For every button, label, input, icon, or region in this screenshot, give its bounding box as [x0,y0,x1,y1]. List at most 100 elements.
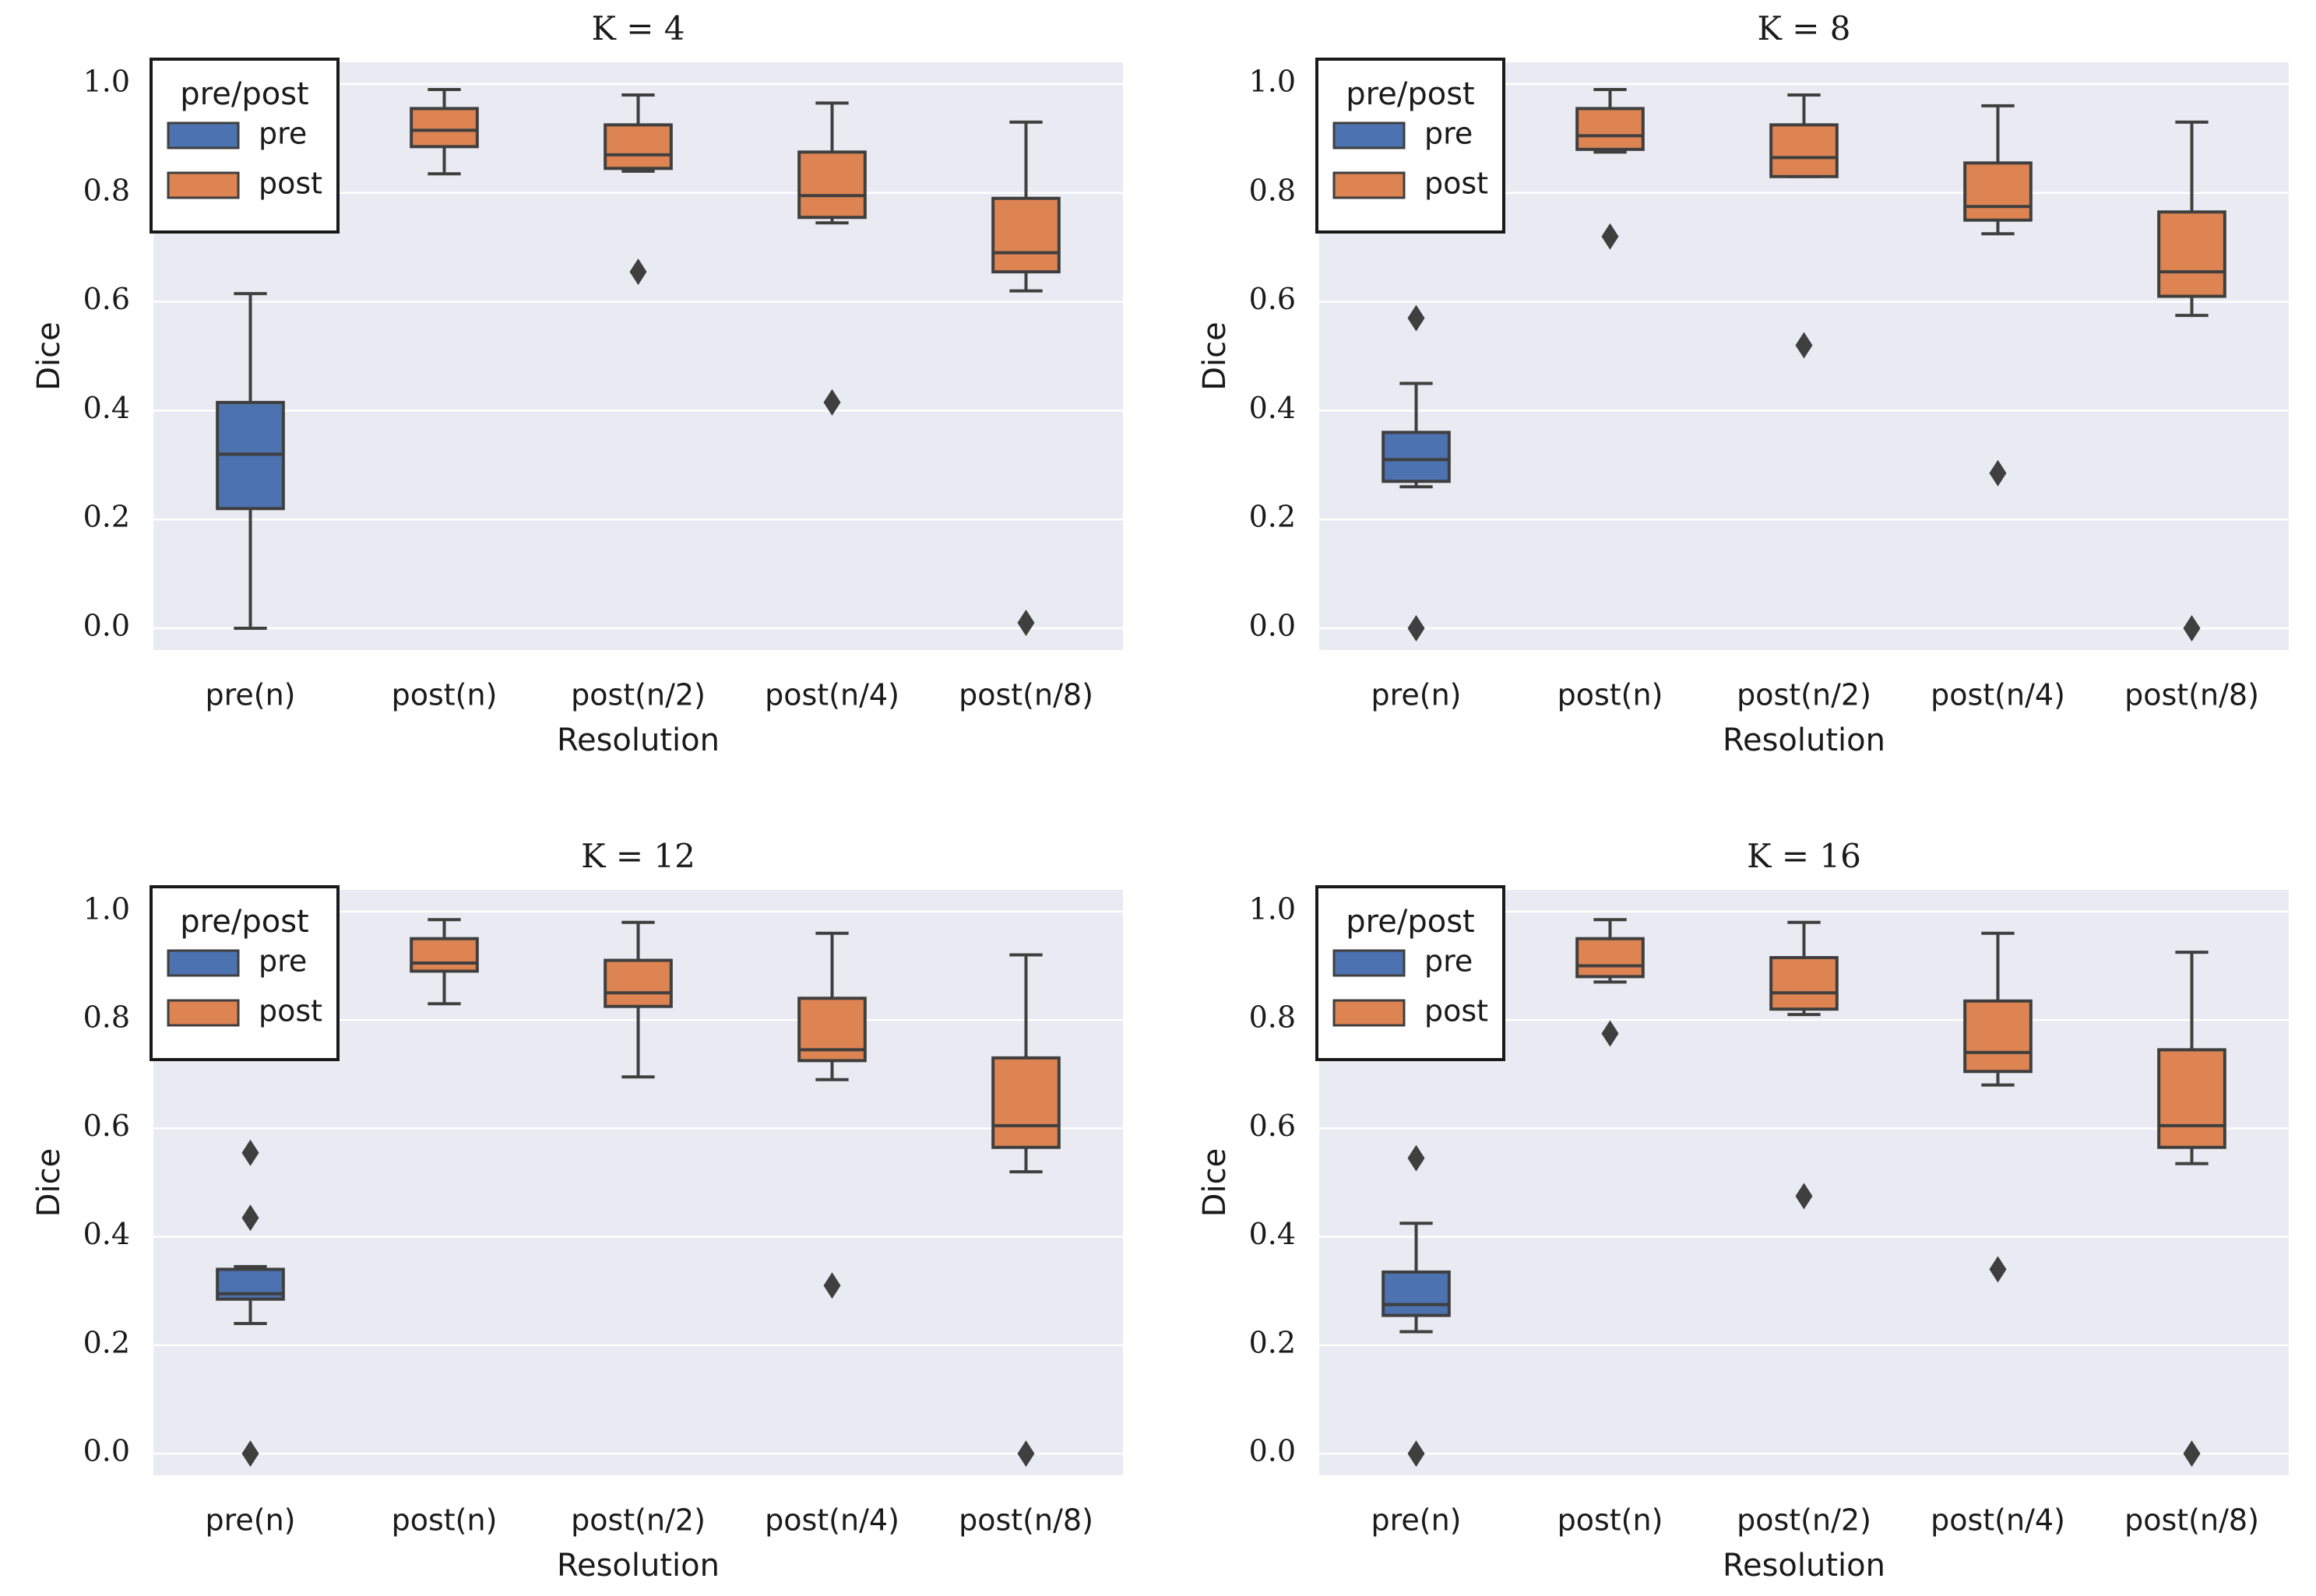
box-iqr [604,958,673,1008]
outlier-marker [2183,1440,2201,1468]
x-tick-label: post(n/4) [1931,1503,2065,1538]
box-iqr [1963,161,2033,222]
box-iqr [410,937,479,973]
box-3 [604,93,673,286]
box-2 [1575,87,1645,250]
x-tick-label: pre(n) [205,1503,295,1538]
outlier-marker [1601,1020,1619,1047]
box-5 [991,120,1061,637]
legend-title: pre/post [180,904,308,940]
x-tick-label: pre(n) [205,678,295,712]
legend-label-post: post [1424,994,1488,1028]
x-tick-label: post(n) [1557,678,1663,712]
legend-swatch-post [167,171,240,199]
box-4 [1963,104,2033,487]
outlier-marker [1795,1183,1813,1210]
y-axis-label: Dice [1197,1148,1233,1218]
panel-title: K = 4 [592,9,685,47]
legend-label-pre: pre [259,117,307,151]
legend: pre/post pre post [150,58,340,234]
box-3 [1769,920,1839,1210]
y-axis-label: Dice [1197,322,1233,391]
x-tick-label: post(n/2) [1737,678,1871,712]
box-iqr [604,123,673,170]
x-tick-label: post(n/4) [765,1503,899,1538]
legend-label-pre: pre [259,944,307,979]
chart-panel-1: 0.0 0.2 0.4 0.6 0.8 1.0 K = 4 Resolution Dice pre… [31,9,1123,758]
box-iqr [1382,1270,1451,1317]
box-iqr [1382,431,1451,483]
x-tick-label: post(n/8) [959,1503,1093,1538]
outlier-marker [241,1440,259,1468]
legend-swatch-pre [167,121,240,149]
outlier-marker [823,1272,841,1299]
y-tick-label: 0.0 [1249,609,1296,643]
y-tick-label: 0.2 [1249,1325,1296,1359]
y-tick-label: 0.8 [1249,1000,1296,1035]
box-4 [797,931,867,1299]
x-tick-label: post(n/2) [571,1503,706,1538]
outlier-marker [1989,1256,2007,1283]
outlier-marker [1017,1440,1035,1468]
box-iqr [1575,937,1645,979]
y-tick-label: 0.0 [83,609,130,643]
box-3 [1769,93,1839,359]
legend-swatch-post [1332,171,1406,199]
y-axis-label: Dice [31,1148,67,1218]
y-tick-label: 0.2 [1249,500,1296,534]
outlier-marker [1407,615,1425,642]
chart-panel-3: 0.0 0.2 0.4 0.6 0.8 1.0 K = 12 Resolution Dice pr… [31,837,1123,1584]
box-iqr [1575,107,1645,151]
box-2 [410,918,479,1006]
legend-title: pre/post [180,76,308,112]
outlier-marker [1989,459,2007,487]
box-1 [216,1139,285,1468]
outlier-marker [2183,615,2201,642]
legend: pre/post pre post [1315,58,1505,234]
box-iqr [1769,956,1839,1011]
legend-swatch-post [1332,999,1406,1027]
x-tick-label: post(n/2) [571,678,706,712]
y-tick-label: 0.6 [83,1109,130,1143]
y-axis-label: Dice [31,322,67,391]
box-iqr [1963,999,2033,1074]
x-tick-label: post(n) [392,1503,498,1538]
legend-label-pre: pre [1424,944,1473,979]
legend-label-post: post [1424,167,1488,201]
box-iqr [991,1056,1061,1149]
legend: pre/post pre post [1315,885,1505,1061]
y-tick-label: 0.4 [1249,1217,1296,1251]
y-tick-label: 0.2 [83,1325,130,1359]
box-3 [604,920,673,1079]
legend-swatch-pre [1332,949,1406,977]
x-tick-label: post(n/8) [2124,1503,2259,1538]
outlier-marker [241,1139,259,1166]
y-tick-label: 0.6 [1249,282,1296,316]
box-4 [797,101,867,416]
legend-title: pre/post [1346,904,1474,940]
y-tick-label: 0.0 [1249,1434,1296,1468]
box-4 [1963,931,2033,1283]
chart-panel-2: 0.0 0.2 0.4 0.6 0.8 1.0 K = 8 Resolution Dice pre… [1197,9,2289,758]
outlier-marker [1407,304,1425,332]
x-tick-label: post(n/8) [2124,678,2259,712]
outlier-marker [1601,223,1619,250]
outlier-marker [823,388,841,416]
y-tick-label: 0.4 [83,1217,130,1251]
box-1 [216,292,285,631]
legend-label-post: post [259,167,322,201]
box-iqr [1769,123,1839,178]
y-tick-label: 1.0 [1249,64,1296,98]
outlier-marker [1407,1144,1425,1172]
legend-swatch-post [167,999,240,1027]
box-5 [2157,120,2226,642]
x-tick-label: post(n/8) [959,678,1093,712]
y-tick-label: 0.6 [83,282,130,316]
box-iqr [410,107,479,149]
outlier-marker [629,258,647,286]
legend-swatch-pre [167,949,240,977]
x-tick-label: post(n) [1557,1503,1663,1538]
x-axis-label: Resolution [1723,722,1885,758]
box-2 [410,87,479,176]
